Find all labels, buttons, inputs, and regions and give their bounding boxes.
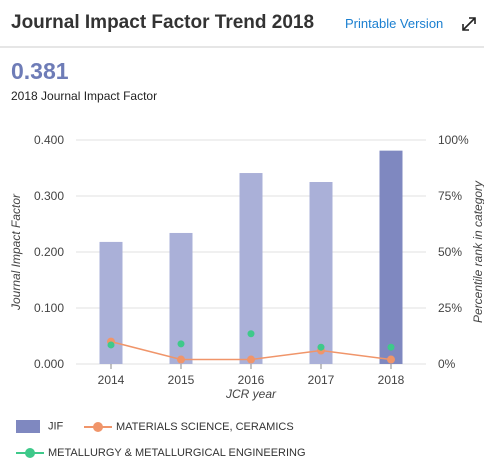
y-tick-label: 0.000	[34, 357, 64, 371]
y-tick-label: 0.300	[34, 189, 64, 203]
metallurgy-point	[107, 341, 115, 349]
y-tick-label: 0.200	[34, 245, 64, 259]
legend-label-jif: JIF	[48, 420, 64, 433]
materials-point	[387, 355, 395, 364]
y-axis-title: Journal Impact Factor	[9, 193, 23, 311]
y2-tick-label: 0%	[438, 357, 456, 371]
y2-tick-label: 50%	[438, 245, 462, 259]
legend-swatch-metallurgy	[16, 448, 44, 458]
x-tick-label: 2015	[168, 373, 195, 387]
legend-item-materials[interactable]: MATERIALS SCIENCE, CERAMICS	[84, 420, 294, 434]
metallurgy-point	[317, 343, 325, 351]
legend-item-metallurgy[interactable]: METALLURGY & METALLURGICAL ENGINEERING	[16, 446, 306, 460]
materials-point	[177, 355, 185, 364]
metallurgy-point	[247, 330, 255, 338]
x-tick-label: 2016	[238, 373, 265, 387]
printable-version-link[interactable]: Printable Version	[345, 16, 444, 31]
page-title: Journal Impact Factor Trend 2018	[11, 12, 315, 33]
y2-tick-label: 100%	[438, 133, 469, 147]
jif-bar	[169, 232, 193, 364]
metallurgy-point	[177, 340, 185, 348]
x-tick-label: 2014	[98, 373, 125, 387]
jif-bar	[309, 182, 333, 364]
y-tick-label: 0.100	[34, 301, 64, 315]
materials-point	[247, 355, 255, 364]
y2-tick-label: 25%	[438, 301, 462, 315]
legend-label-materials: MATERIALS SCIENCE, CERAMICS	[116, 420, 294, 433]
legend-item-jif[interactable]: JIF	[16, 420, 63, 433]
jif-bar	[99, 241, 123, 364]
jif-label: 2018 Journal Impact Factor	[11, 89, 158, 103]
header-divider	[0, 46, 484, 48]
legend-swatch-materials	[84, 422, 112, 432]
chart-header: Journal Impact Factor Trend 2018 Printab…	[11, 10, 476, 40]
jif-bar	[239, 173, 263, 364]
x-tick-label: 2017	[308, 373, 335, 387]
jif-value: 0.381	[11, 58, 69, 84]
expand-arrows-icon[interactable]	[459, 14, 479, 34]
jif-bar	[379, 150, 403, 364]
y2-axis-title: Percentile rank in category	[471, 180, 484, 323]
y2-tick-label: 75%	[438, 189, 462, 203]
x-axis-title: JCR year	[225, 387, 277, 401]
metallurgy-point	[387, 343, 395, 351]
legend-label-metallurgy: METALLURGY & METALLURGICAL ENGINEERING	[48, 446, 306, 459]
legend-swatch-jif	[16, 420, 40, 433]
x-tick-label: 2018	[378, 373, 405, 387]
y-tick-label: 0.400	[34, 133, 64, 147]
